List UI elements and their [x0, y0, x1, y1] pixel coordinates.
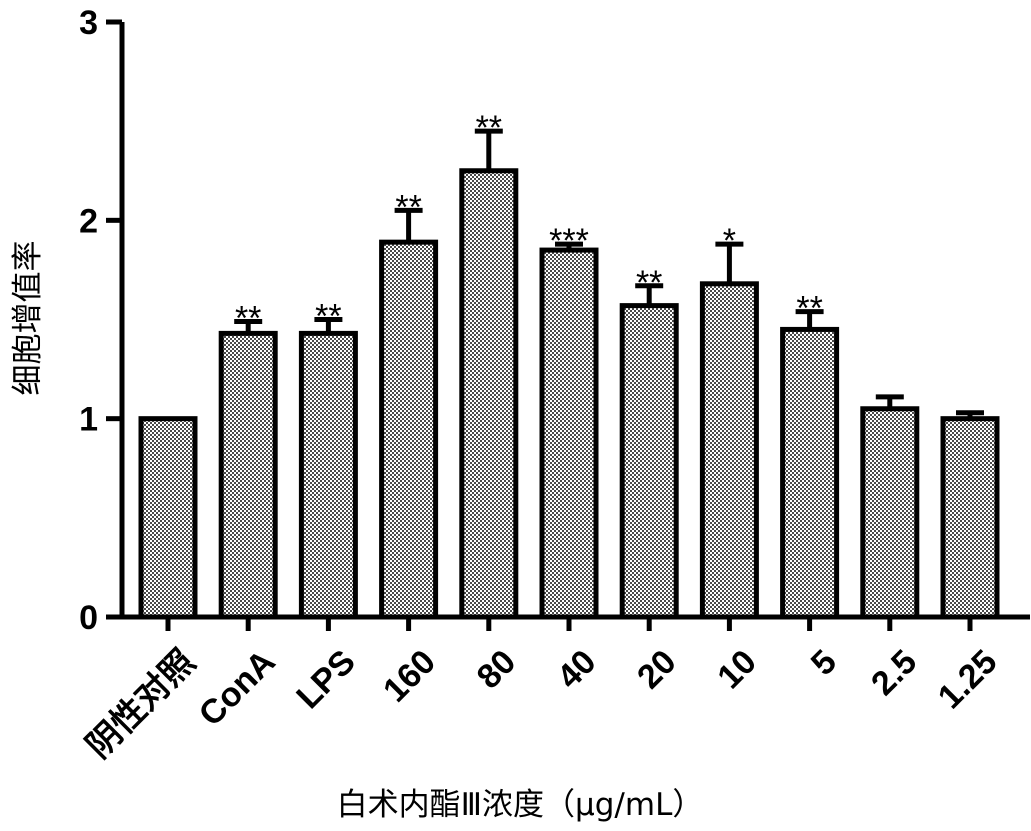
bar: [542, 250, 596, 617]
x-tick-label: 20: [630, 643, 684, 697]
bar: [462, 171, 516, 617]
significance-label: **: [315, 298, 341, 336]
y-tick-label: 2: [79, 202, 98, 240]
x-tick-label: 40: [550, 643, 604, 697]
x-tick-label: 1.25: [931, 643, 1005, 717]
x-tick-label: 80: [470, 643, 524, 697]
x-tick-label: 5: [804, 643, 844, 683]
significance-label: **: [235, 299, 261, 337]
significance-label: **: [476, 109, 502, 147]
significance-label: *: [723, 222, 736, 260]
x-axis-title: 白术内酯Ⅲ浓度（μg/mL）: [337, 787, 704, 823]
significance-label: **: [395, 188, 421, 226]
significance-label: **: [636, 264, 662, 302]
x-tick-label: 160: [376, 643, 443, 710]
bar: [783, 329, 837, 617]
bar: [221, 333, 275, 617]
x-tick-label: 阴性对照: [79, 643, 202, 766]
x-tick-label: 2.5: [864, 643, 924, 703]
bar: [301, 333, 355, 617]
x-tick-label: LPS: [289, 643, 363, 717]
significance-label: **: [796, 290, 822, 328]
y-tick-label: 0: [79, 599, 98, 637]
y-axis-title: 细胞增值率: [10, 241, 46, 396]
bar: [943, 419, 997, 617]
bar: [141, 419, 195, 617]
significance-label: ***: [549, 222, 589, 260]
bar: [702, 284, 756, 617]
bars-group: ****************: [141, 109, 997, 617]
bar: [382, 242, 436, 617]
x-tick-label: ConA: [192, 643, 283, 734]
y-tick-label: 1: [79, 401, 98, 439]
x-tick-label: 10: [710, 643, 764, 697]
y-tick-label: 3: [79, 4, 98, 42]
bar: [622, 306, 676, 617]
bar: [863, 409, 917, 617]
